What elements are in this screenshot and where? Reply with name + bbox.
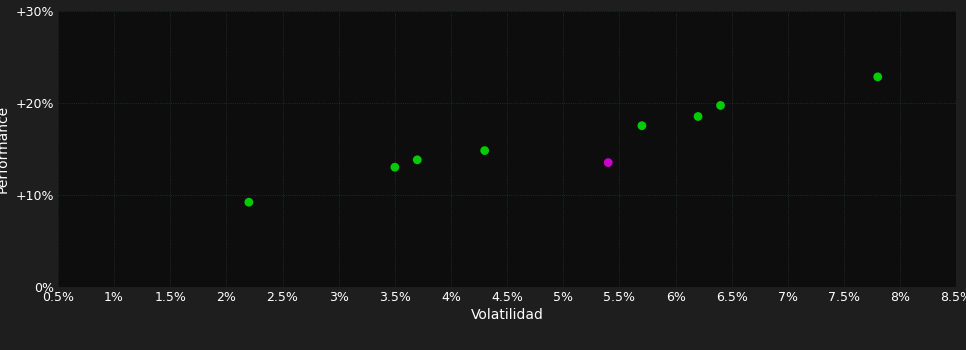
X-axis label: Volatilidad: Volatilidad [470,308,544,322]
Point [410,157,425,163]
Point [477,148,493,153]
Point [242,199,257,205]
Point [713,103,728,108]
Point [870,74,886,80]
Point [387,164,403,170]
Y-axis label: Performance: Performance [0,105,10,193]
Point [635,123,650,128]
Point [691,114,706,119]
Point [601,160,616,166]
